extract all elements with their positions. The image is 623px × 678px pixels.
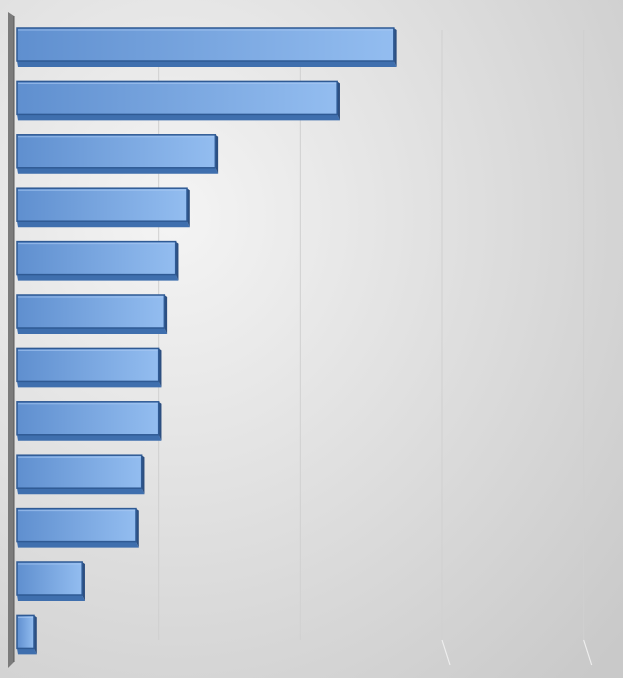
bar-front-face bbox=[16, 80, 338, 116]
bar-bottom-face bbox=[17, 381, 162, 388]
bar-bottom-face bbox=[17, 328, 168, 334]
bar-bottom-face bbox=[17, 167, 219, 174]
bar-front-face bbox=[16, 27, 395, 62]
bar-bottom-face bbox=[17, 61, 397, 67]
bar bbox=[16, 614, 37, 655]
bar bbox=[16, 454, 145, 495]
bar bbox=[16, 187, 190, 228]
bar-bottom-face bbox=[17, 648, 37, 655]
bar-front-face bbox=[16, 507, 137, 543]
bar-bottom-face bbox=[17, 595, 85, 601]
bar-bottom-face bbox=[17, 541, 139, 548]
bar bbox=[16, 507, 139, 548]
bar-front-face bbox=[16, 561, 83, 596]
bar bbox=[16, 134, 219, 174]
bar-bottom-face bbox=[17, 434, 162, 441]
gridline-floor-segment bbox=[441, 639, 451, 666]
bar bbox=[16, 240, 179, 281]
bar bbox=[16, 294, 168, 334]
bar-front-face bbox=[16, 294, 166, 329]
bar bbox=[16, 80, 340, 121]
bar-front-face bbox=[16, 614, 35, 650]
bar-front-face bbox=[16, 401, 160, 436]
bar-bottom-face bbox=[17, 221, 190, 228]
bar bbox=[16, 27, 397, 67]
bar-front-face bbox=[16, 454, 143, 489]
bar-front-face bbox=[16, 134, 217, 169]
bar-front-face bbox=[16, 347, 160, 383]
bar-front-face bbox=[16, 240, 177, 276]
bar bbox=[16, 561, 85, 601]
bar-bottom-face bbox=[17, 114, 340, 121]
bar-bottom-face bbox=[17, 274, 179, 281]
gridline-floor-segment bbox=[583, 639, 593, 666]
bar bbox=[16, 401, 162, 441]
bar-bottom-face bbox=[17, 488, 145, 495]
axis-wall-face bbox=[8, 12, 14, 668]
bar-front-face bbox=[16, 187, 188, 222]
axis-wall bbox=[8, 12, 15, 668]
gridlines bbox=[158, 30, 593, 666]
bar bbox=[16, 347, 162, 388]
bar-series bbox=[16, 27, 397, 655]
